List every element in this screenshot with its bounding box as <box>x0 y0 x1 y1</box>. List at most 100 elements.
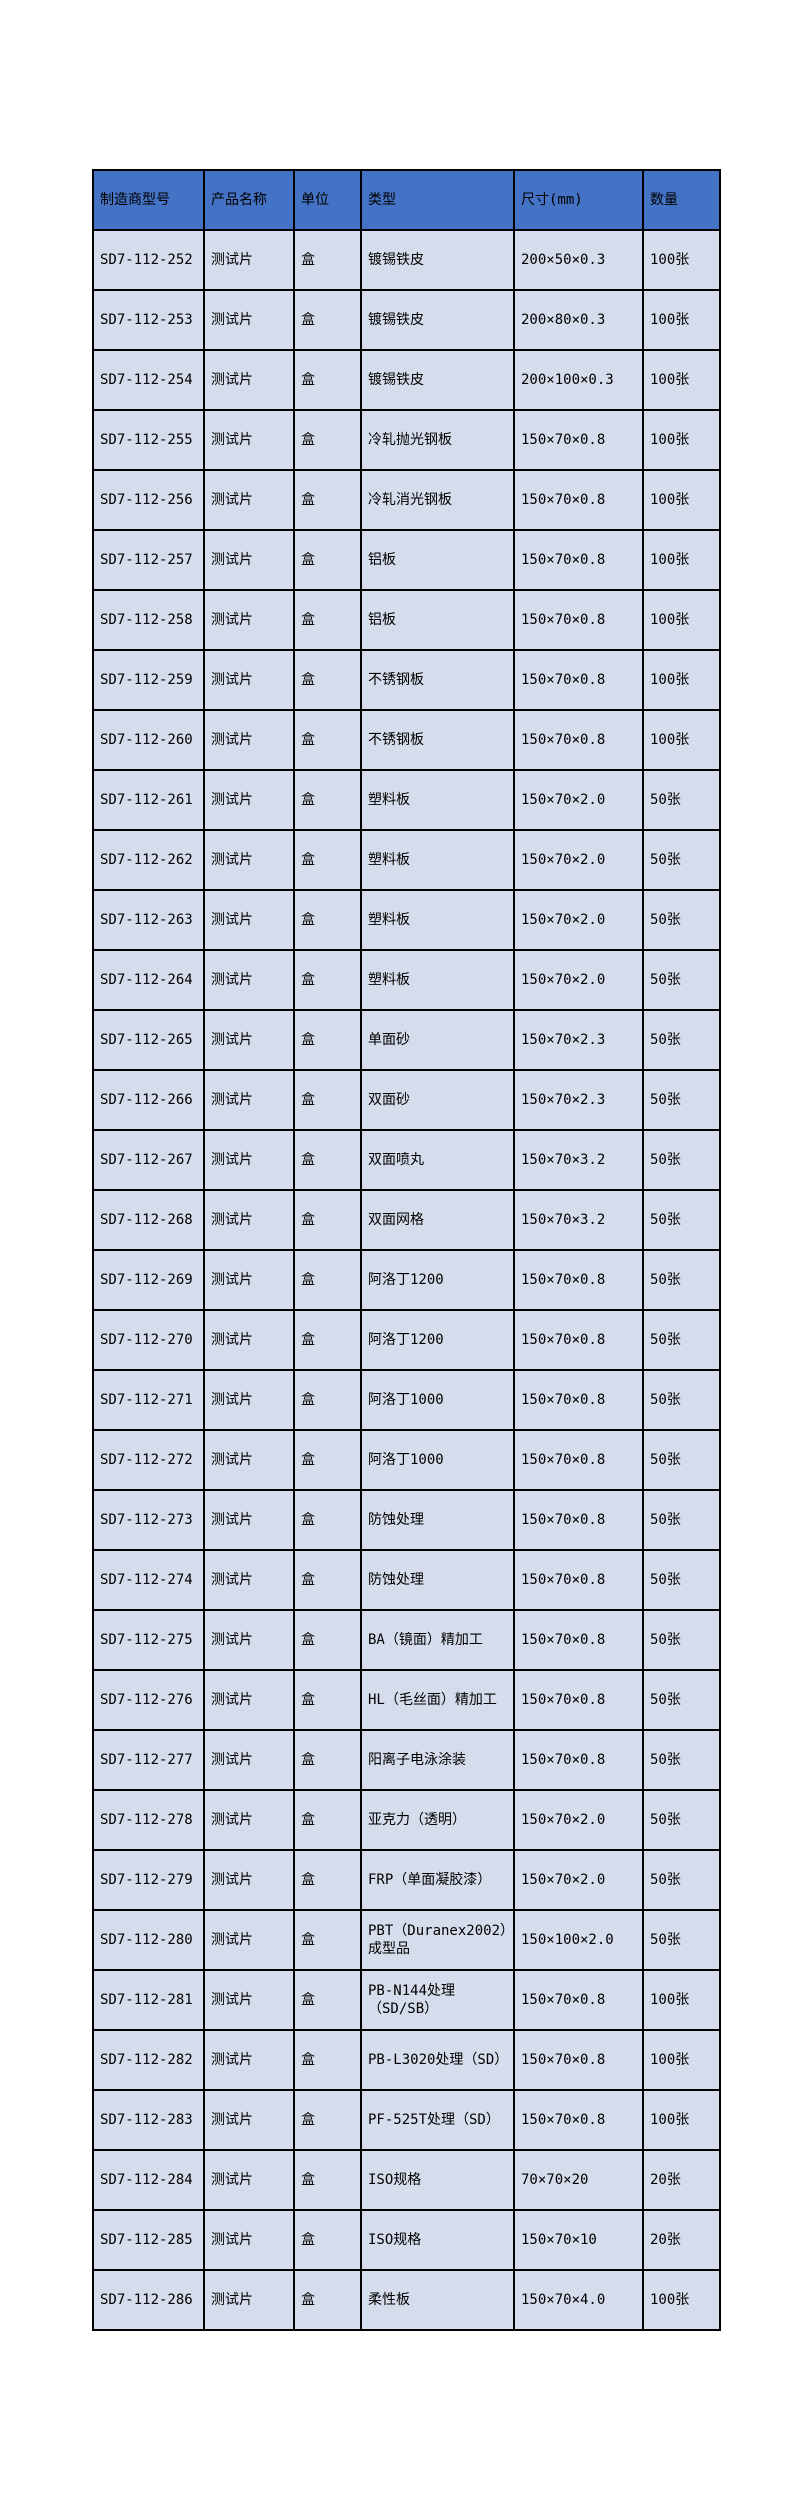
cell-model: SD7-112-266 <box>92 1069 205 1131</box>
cell-type: HL（毛丝面）精加工 <box>360 1669 515 1731</box>
cell-type: ISO规格 <box>360 2209 515 2271</box>
cell-qty: 20张 <box>642 2209 721 2271</box>
cell-type: PB-N144处理（SD/SB） <box>360 1969 515 2031</box>
cell-size: 150×70×2.3 <box>513 1009 644 1071</box>
cell-unit: 盒 <box>293 349 362 411</box>
cell-size: 150×70×2.0 <box>513 769 644 831</box>
cell-qty: 100张 <box>642 349 721 411</box>
cell-model: SD7-112-279 <box>92 1849 205 1911</box>
cell-qty: 100张 <box>642 2029 721 2091</box>
cell-size: 150×70×0.8 <box>513 1309 644 1371</box>
cell-name: 测试片 <box>203 289 295 351</box>
cell-type: 亚克力（透明） <box>360 1789 515 1851</box>
col-header-product-name: 产品名称 <box>203 169 295 231</box>
table-row: SD7-112-258 测试片盒铝板 150×70×0.8 100张 <box>92 589 721 651</box>
cell-model: SD7-112-253 <box>92 289 205 351</box>
cell-type: 塑料板 <box>360 769 515 831</box>
cell-model: SD7-112-270 <box>92 1309 205 1371</box>
cell-name: 测试片 <box>203 829 295 891</box>
cell-name: 测试片 <box>203 2029 295 2091</box>
cell-type: PF-525T处理（SD） <box>360 2089 515 2151</box>
cell-unit: 盒 <box>293 1069 362 1131</box>
cell-unit: 盒 <box>293 1009 362 1071</box>
cell-type: 塑料板 <box>360 949 515 1011</box>
cell-type: BA（镜面）精加工 <box>360 1609 515 1671</box>
cell-type: 镀锡铁皮 <box>360 349 515 411</box>
cell-size: 150×70×0.8 <box>513 529 644 591</box>
cell-size: 150×70×0.8 <box>513 2089 644 2151</box>
cell-size: 150×70×0.8 <box>513 1609 644 1671</box>
cell-qty: 50张 <box>642 1549 721 1611</box>
cell-qty: 50张 <box>642 889 721 951</box>
cell-type: 冷轧消光钢板 <box>360 469 515 531</box>
cell-qty: 50张 <box>642 1789 721 1851</box>
cell-model: SD7-112-284 <box>92 2149 205 2211</box>
table-row: SD7-112-277 测试片盒阳离子电泳涂装 150×70×0.8 50张 <box>92 1729 721 1791</box>
cell-size: 150×70×2.0 <box>513 829 644 891</box>
cell-size: 200×80×0.3 <box>513 289 644 351</box>
cell-unit: 盒 <box>293 889 362 951</box>
cell-size: 150×70×0.8 <box>513 1549 644 1611</box>
cell-model: SD7-112-272 <box>92 1429 205 1491</box>
cell-name: 测试片 <box>203 1069 295 1131</box>
cell-size: 150×70×0.8 <box>513 1249 644 1311</box>
cell-qty: 50张 <box>642 1129 721 1191</box>
cell-unit: 盒 <box>293 2149 362 2211</box>
cell-unit: 盒 <box>293 2089 362 2151</box>
table-row: SD7-112-252 测试片盒镀锡铁皮 200×50×0.3 100张 <box>92 229 721 291</box>
cell-model: SD7-112-274 <box>92 1549 205 1611</box>
cell-name: 测试片 <box>203 1609 295 1671</box>
cell-size: 150×70×0.8 <box>513 1369 644 1431</box>
cell-model: SD7-112-268 <box>92 1189 205 1251</box>
cell-name: 测试片 <box>203 229 295 291</box>
cell-type: 镀锡铁皮 <box>360 229 515 291</box>
cell-model: SD7-112-273 <box>92 1489 205 1551</box>
cell-unit: 盒 <box>293 949 362 1011</box>
cell-type: 镀锡铁皮 <box>360 289 515 351</box>
cell-name: 测试片 <box>203 1489 295 1551</box>
cell-type: 双面喷丸 <box>360 1129 515 1191</box>
cell-unit: 盒 <box>293 1549 362 1611</box>
table-row: SD7-112-261 测试片盒塑料板 150×70×2.0 50张 <box>92 769 721 831</box>
table-body: SD7-112-252 测试片盒镀锡铁皮 200×50×0.3 100张 SD7-112… <box>92 229 721 2331</box>
cell-size: 150×70×4.0 <box>513 2269 644 2331</box>
cell-unit: 盒 <box>293 2209 362 2271</box>
table-row: SD7-112-276 测试片盒 HL（毛丝面）精加工 150×70×0.8 50张 <box>92 1669 721 1731</box>
cell-model: SD7-112-260 <box>92 709 205 771</box>
cell-qty: 50张 <box>642 1309 721 1371</box>
cell-type: 塑料板 <box>360 829 515 891</box>
cell-model: SD7-112-278 <box>92 1789 205 1851</box>
cell-name: 测试片 <box>203 949 295 1011</box>
cell-model: SD7-112-281 <box>92 1969 205 2031</box>
cell-model: SD7-112-254 <box>92 349 205 411</box>
cell-size: 150×70×0.8 <box>513 1429 644 1491</box>
cell-unit: 盒 <box>293 769 362 831</box>
cell-size: 150×70×3.2 <box>513 1129 644 1191</box>
cell-name: 测试片 <box>203 1189 295 1251</box>
cell-name: 测试片 <box>203 1969 295 2031</box>
cell-name: 测试片 <box>203 1729 295 1791</box>
table-row: SD7-112-256 测试片盒冷轧消光钢板 150×70×0.8 100张 <box>92 469 721 531</box>
cell-qty: 100张 <box>642 649 721 711</box>
cell-size: 150×70×0.8 <box>513 1489 644 1551</box>
cell-size: 150×70×2.0 <box>513 1849 644 1911</box>
table-row: SD7-112-286 测试片盒柔性板 150×70×4.0 100张 <box>92 2269 721 2331</box>
cell-unit: 盒 <box>293 1609 362 1671</box>
cell-qty: 50张 <box>642 1069 721 1131</box>
cell-name: 测试片 <box>203 1309 295 1371</box>
col-header-size: 尺寸(mm) <box>513 169 644 231</box>
product-spec-table: 制造商型号 产品名称 单位 类型 尺寸(mm) 数量 SD7-112-252 测试片盒镀锡铁… <box>92 169 721 2331</box>
cell-name: 测试片 <box>203 1249 295 1311</box>
cell-name: 测试片 <box>203 349 295 411</box>
cell-qty: 100张 <box>642 2089 721 2151</box>
col-header-quantity: 数量 <box>642 169 721 231</box>
col-header-model: 制造商型号 <box>92 169 205 231</box>
col-header-type: 类型 <box>360 169 515 231</box>
table-row: SD7-112-267 测试片盒双面喷丸 150×70×3.2 50张 <box>92 1129 721 1191</box>
cell-size: 150×70×2.0 <box>513 889 644 951</box>
cell-unit: 盒 <box>293 1729 362 1791</box>
cell-qty: 100张 <box>642 529 721 591</box>
cell-unit: 盒 <box>293 1789 362 1851</box>
cell-size: 150×70×0.8 <box>513 2029 644 2091</box>
cell-name: 测试片 <box>203 589 295 651</box>
